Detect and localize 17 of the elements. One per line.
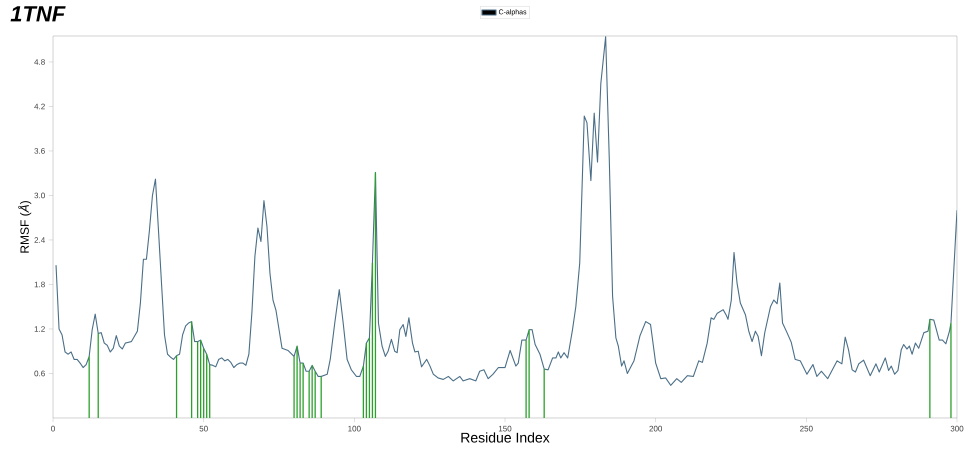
y-tick-label: 4.8 <box>34 59 45 65</box>
x-tick-label: 250 <box>800 426 813 432</box>
y-tick-label: 1.8 <box>34 282 45 288</box>
x-axis-title: Residue Index <box>461 432 550 443</box>
x-tick-label: 300 <box>950 426 964 432</box>
y-tick-label: 2.4 <box>34 237 45 243</box>
x-tick-label: 150 <box>498 426 512 432</box>
chart-title: 1TNF <box>10 6 66 22</box>
y-tick-label: 0.6 <box>34 370 45 376</box>
y-tick-label: 1.2 <box>34 326 45 332</box>
x-tick-label: 100 <box>348 426 361 432</box>
y-tick-label: 3.0 <box>34 192 45 198</box>
x-tick-label: 200 <box>649 426 662 432</box>
x-tick-label: 50 <box>200 426 208 432</box>
y-tick-label: 3.6 <box>34 148 45 154</box>
y-tick-label: 4.2 <box>34 104 45 110</box>
x-tick-label: 0 <box>51 426 55 432</box>
